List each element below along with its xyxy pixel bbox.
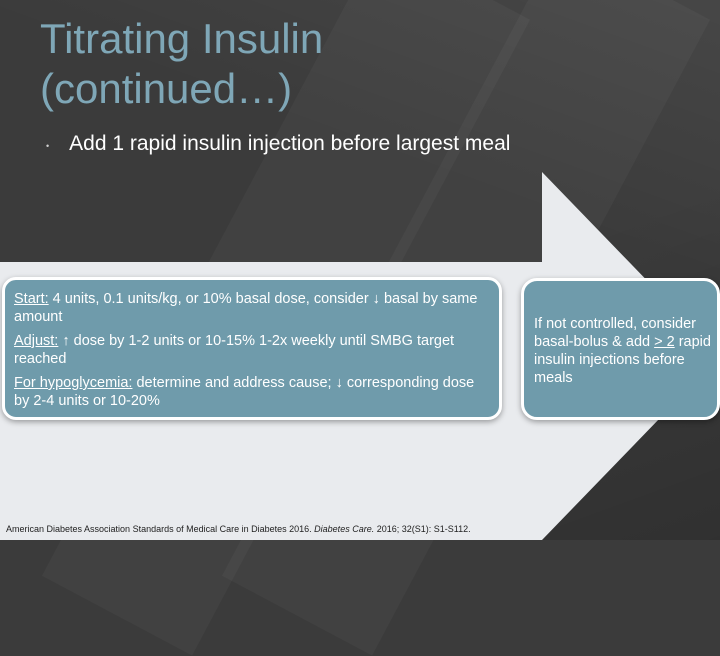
next-step-box: If not controlled, consider basal-bolus … (521, 278, 720, 420)
citation-footnote: American Diabetes Association Standards … (6, 524, 471, 534)
hypoglycemia-text: determine and address cause; ↓ correspon… (14, 375, 475, 409)
citation-journal: Diabetes Care. (314, 524, 375, 534)
citation-suffix: 2016; 32(S1): S1-S112. (374, 524, 471, 534)
citation-prefix: American Diabetes Association Standards … (6, 524, 315, 534)
hypoglycemia-step: For hypoglycemia: determine and address … (14, 374, 489, 410)
start-text: 4 units, 0.1 units/kg, or 10% basal dose… (14, 291, 478, 325)
title-line-1: Titrating Insulin (40, 15, 324, 62)
adjust-label: Adjust: (14, 333, 59, 349)
next-step-text-suffix: rapid insulin injections before meals (534, 334, 711, 386)
start-label: Start: (14, 291, 49, 307)
process-arrow (0, 172, 720, 540)
start-step: Start: 4 units, 0.1 units/kg, or 10% bas… (14, 290, 489, 326)
bullet-icon: • (46, 141, 50, 151)
slide-title: Titrating Insulin (continued…) (40, 14, 323, 114)
bullet-item: • Add 1 rapid insulin injection before l… (46, 132, 510, 156)
adjust-step: Adjust: ↑ dose by 1-2 units or 10-15% 1-… (14, 332, 489, 368)
next-step-gte: > 2 (654, 334, 675, 350)
adjust-text: ↑ dose by 1-2 units or 10-15% 1-2x weekl… (14, 333, 455, 367)
hypoglycemia-label: For hypoglycemia: (14, 375, 133, 391)
title-line-2: (continued…) (40, 65, 293, 112)
bullet-text: Add 1 rapid insulin injection before lar… (69, 132, 511, 155)
titration-steps-box: Start: 4 units, 0.1 units/kg, or 10% bas… (2, 277, 502, 420)
next-step-text-prefix: If not controlled, consider basal-bolus … (534, 316, 697, 350)
